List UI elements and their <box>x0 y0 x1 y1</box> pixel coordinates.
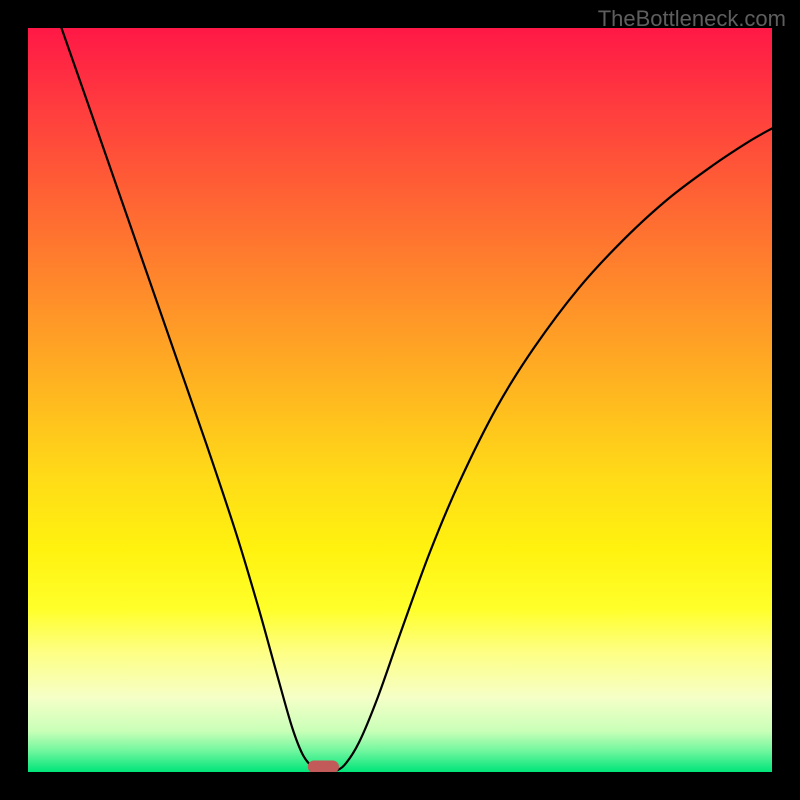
plot-svg <box>28 28 772 772</box>
chart-container: TheBottleneck.com <box>0 0 800 800</box>
bottleneck-plot <box>28 28 772 772</box>
plot-background <box>28 28 772 772</box>
minimum-marker <box>308 760 339 772</box>
